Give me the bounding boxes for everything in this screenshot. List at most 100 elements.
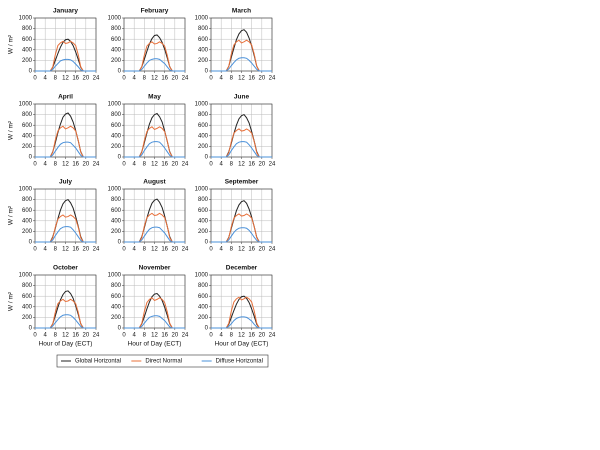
x-tick-label: 4	[219, 76, 223, 82]
x-tick-label: 4	[219, 162, 223, 168]
x-tick-label: 0	[122, 76, 126, 82]
plot-frame	[210, 17, 273, 72]
x-tick-label: 24	[269, 162, 276, 168]
y-tick-label: 0	[29, 69, 33, 75]
y-tick-label: 600	[198, 123, 209, 129]
x-tick-label: 24	[269, 247, 276, 253]
y-tick-label: 600	[22, 208, 33, 214]
plot-frame	[210, 103, 273, 158]
x-tick-label: 8	[143, 247, 147, 253]
y-tick-label: 600	[22, 37, 33, 43]
y-tick-label: 1000	[19, 102, 33, 108]
x-axis-label: Hour of Day (ECT)	[39, 341, 93, 348]
x-tick-label: 20	[82, 76, 89, 82]
legend-label: Global Horizontal	[75, 359, 121, 365]
x-tick-label: 20	[258, 76, 265, 82]
y-tick-label: 600	[111, 294, 122, 300]
plot-frame	[210, 188, 273, 243]
x-tick-label: 8	[230, 162, 234, 168]
x-tick-label: 24	[269, 333, 276, 339]
x-tick-label: 16	[161, 76, 168, 82]
y-tick-label: 200	[111, 229, 122, 235]
y-tick-label: 400	[111, 218, 122, 224]
x-tick-label: 8	[54, 247, 58, 253]
series-line	[35, 58, 96, 72]
y-tick-label: 400	[198, 218, 209, 224]
x-tick-label: 20	[171, 76, 178, 82]
x-tick-label: 12	[238, 162, 245, 168]
x-tick-label: 16	[248, 76, 255, 82]
series-line	[124, 226, 185, 243]
y-tick-label: 1000	[19, 187, 33, 193]
y-tick-label: 800	[111, 26, 122, 32]
plot-frame	[123, 188, 186, 243]
y-tick-label: 600	[22, 123, 33, 129]
x-tick-label: 24	[182, 162, 189, 168]
y-tick-label: 1000	[108, 16, 122, 22]
panel-title: September	[225, 179, 259, 186]
y-tick-label: 200	[22, 144, 33, 150]
x-tick-label: 12	[62, 333, 69, 339]
panel-title: November	[139, 265, 171, 272]
x-tick-label: 12	[151, 247, 158, 253]
x-tick-label: 8	[54, 333, 58, 339]
x-tick-label: 20	[82, 162, 89, 168]
plot-frame	[34, 17, 97, 72]
x-tick-label: 4	[43, 333, 47, 339]
x-tick-label: 24	[182, 247, 189, 253]
y-tick-label: 600	[111, 208, 122, 214]
x-tick-label: 0	[209, 76, 213, 82]
y-tick-label: 0	[205, 155, 209, 161]
y-tick-label: 0	[118, 240, 122, 246]
y-tick-label: 0	[118, 155, 122, 161]
y-tick-label: 1000	[108, 102, 122, 108]
x-tick-label: 16	[161, 162, 168, 168]
y-tick-label: 0	[29, 155, 33, 161]
x-tick-label: 12	[62, 76, 69, 82]
panel-title: July	[59, 179, 72, 186]
y-tick-label: 400	[111, 133, 122, 139]
x-tick-label: 12	[62, 162, 69, 168]
series-line	[211, 57, 272, 72]
legend-label: Diffuse Horizontal	[216, 359, 263, 365]
x-tick-label: 16	[161, 247, 168, 253]
panel-title: October	[53, 265, 78, 272]
series-line	[211, 141, 272, 158]
x-tick-label: 0	[209, 162, 213, 168]
x-tick-label: 8	[230, 247, 234, 253]
x-tick-label: 12	[151, 76, 158, 82]
x-tick-label: 16	[248, 162, 255, 168]
y-tick-label: 1000	[19, 16, 33, 22]
y-tick-label: 200	[22, 315, 33, 321]
x-tick-label: 16	[72, 333, 79, 339]
y-tick-label: 600	[198, 208, 209, 214]
legend-label: Direct Normal	[145, 359, 182, 365]
y-tick-label: 200	[198, 144, 209, 150]
x-tick-label: 24	[93, 247, 100, 253]
y-tick-label: 1000	[108, 187, 122, 193]
series-line	[35, 141, 96, 158]
x-tick-label: 4	[132, 247, 136, 253]
x-tick-label: 24	[93, 333, 100, 339]
x-tick-label: 24	[93, 76, 100, 82]
x-tick-label: 8	[54, 76, 58, 82]
x-tick-label: 4	[132, 333, 136, 339]
y-tick-label: 600	[198, 37, 209, 43]
x-tick-label: 16	[248, 247, 255, 253]
x-tick-label: 0	[33, 333, 37, 339]
legend-box	[56, 354, 269, 368]
y-tick-label: 200	[111, 315, 122, 321]
y-tick-label: 1000	[195, 102, 209, 108]
x-tick-label: 8	[143, 76, 147, 82]
x-tick-label: 0	[33, 162, 37, 168]
y-axis-label: W / m²	[8, 291, 15, 311]
x-tick-label: 20	[258, 333, 265, 339]
x-tick-label: 0	[33, 247, 37, 253]
x-tick-label: 8	[230, 76, 234, 82]
y-tick-label: 200	[198, 229, 209, 235]
y-axis-label: W / m²	[8, 34, 15, 54]
x-tick-label: 20	[82, 247, 89, 253]
x-tick-label: 0	[209, 247, 213, 253]
x-tick-label: 0	[122, 333, 126, 339]
x-tick-label: 4	[43, 76, 47, 82]
